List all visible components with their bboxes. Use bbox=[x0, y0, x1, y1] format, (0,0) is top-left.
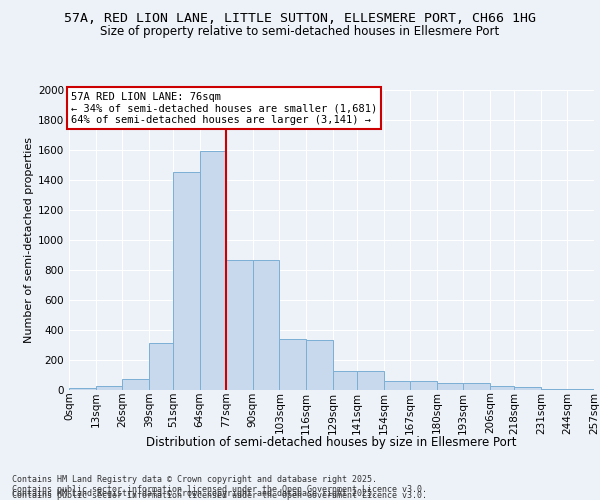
Bar bbox=[463, 384, 490, 390]
Text: 57A, RED LION LANE, LITTLE SUTTON, ELLESMERE PORT, CH66 1HG: 57A, RED LION LANE, LITTLE SUTTON, ELLES… bbox=[64, 12, 536, 26]
Bar bbox=[280, 339, 306, 390]
Bar bbox=[69, 388, 95, 390]
Bar bbox=[357, 371, 383, 390]
Text: Contains HM Land Registry data © Crown copyright and database right 2025.
Contai: Contains HM Land Registry data © Crown c… bbox=[12, 474, 427, 494]
Bar bbox=[437, 383, 463, 390]
Bar bbox=[514, 386, 541, 390]
Bar bbox=[95, 386, 122, 390]
Bar bbox=[200, 151, 226, 390]
Bar bbox=[226, 260, 253, 390]
Bar bbox=[541, 388, 568, 390]
Bar bbox=[149, 342, 173, 390]
Text: Contains HM Land Registry data © Crown copyright and database right 2025.: Contains HM Land Registry data © Crown c… bbox=[12, 488, 377, 498]
Bar bbox=[253, 260, 280, 390]
Bar bbox=[332, 370, 357, 390]
Bar bbox=[568, 388, 594, 390]
Bar bbox=[410, 382, 437, 390]
X-axis label: Distribution of semi-detached houses by size in Ellesmere Port: Distribution of semi-detached houses by … bbox=[146, 436, 517, 450]
Text: 57A RED LION LANE: 76sqm
← 34% of semi-detached houses are smaller (1,681)
64% o: 57A RED LION LANE: 76sqm ← 34% of semi-d… bbox=[71, 92, 377, 124]
Text: Contains public sector information licensed under the Open Government Licence v3: Contains public sector information licen… bbox=[12, 491, 427, 500]
Bar bbox=[490, 386, 514, 390]
Text: Size of property relative to semi-detached houses in Ellesmere Port: Size of property relative to semi-detach… bbox=[100, 25, 500, 38]
Bar bbox=[306, 340, 332, 390]
Bar bbox=[383, 381, 410, 390]
Y-axis label: Number of semi-detached properties: Number of semi-detached properties bbox=[24, 137, 34, 343]
Bar bbox=[173, 172, 200, 390]
Bar bbox=[122, 379, 149, 390]
